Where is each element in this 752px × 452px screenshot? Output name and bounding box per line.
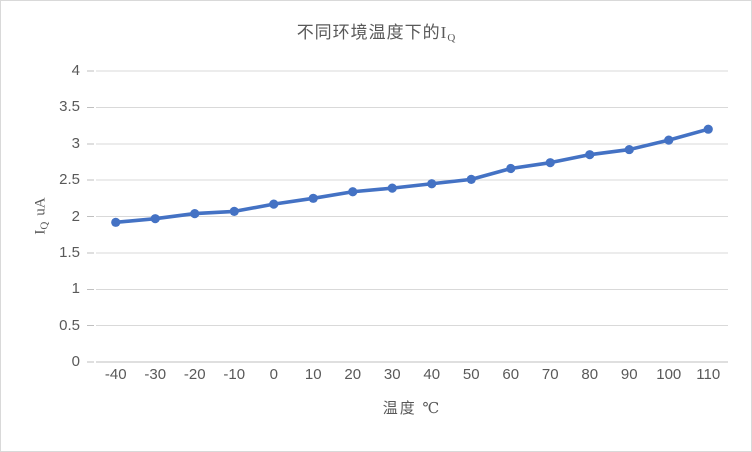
x-tick-label: 80: [581, 366, 599, 383]
x-tick-label: 30: [383, 366, 401, 383]
data-point: [229, 206, 239, 217]
x-tick-label: 70: [541, 366, 559, 383]
data-point: [624, 144, 634, 155]
y-tick-label: 2: [71, 207, 80, 225]
data-point: [111, 217, 121, 227]
data-point: [150, 214, 160, 224]
y-tick-label: 1.5: [59, 243, 80, 261]
series-line: [113, 127, 711, 225]
x-tick-label: 20: [344, 366, 362, 383]
x-tick-label: 50: [462, 366, 480, 383]
x-tick-label: -20: [183, 366, 206, 383]
y-tick-label: 0.5: [59, 316, 80, 334]
data-point: [703, 124, 713, 134]
data-point: [269, 199, 279, 209]
chart-title-subscript: Q: [447, 32, 456, 44]
data-point: [664, 135, 674, 145]
data-point: [506, 163, 516, 174]
data-point: [466, 174, 476, 184]
data-point: [190, 208, 200, 219]
y-tick-label: 3.5: [59, 98, 80, 116]
data-point: [545, 158, 555, 168]
chart-title-text: 不同环境温度下的I: [296, 23, 448, 42]
x-tick-label: 90: [620, 366, 638, 383]
x-tick-label: 60: [502, 366, 520, 383]
data-point: [348, 187, 358, 197]
y-tick-label: 1: [71, 280, 80, 298]
data-point: [387, 183, 397, 193]
x-tick-label: 100: [656, 366, 682, 383]
y-tick-label: 4: [71, 62, 80, 79]
x-tick-label: 110: [696, 366, 721, 383]
data-point: [585, 150, 595, 160]
y-tick-label: 0: [71, 353, 80, 370]
x-tick-label: -30: [144, 366, 167, 383]
x-axis-title: 温度 ℃: [382, 401, 442, 417]
x-tick-label: 40: [423, 366, 441, 383]
x-tick-label: -10: [223, 366, 246, 383]
data-point: [308, 193, 318, 203]
data-point: [427, 179, 437, 189]
chart-title: 不同环境温度下的IQ: [1, 18, 751, 44]
x-tick-label: -40: [104, 366, 127, 383]
x-tick-label: 10: [304, 366, 322, 383]
y-tick-label: 2.5: [59, 171, 80, 189]
y-tick-label: 3: [71, 134, 80, 152]
x-tick-label: 0: [269, 366, 278, 383]
